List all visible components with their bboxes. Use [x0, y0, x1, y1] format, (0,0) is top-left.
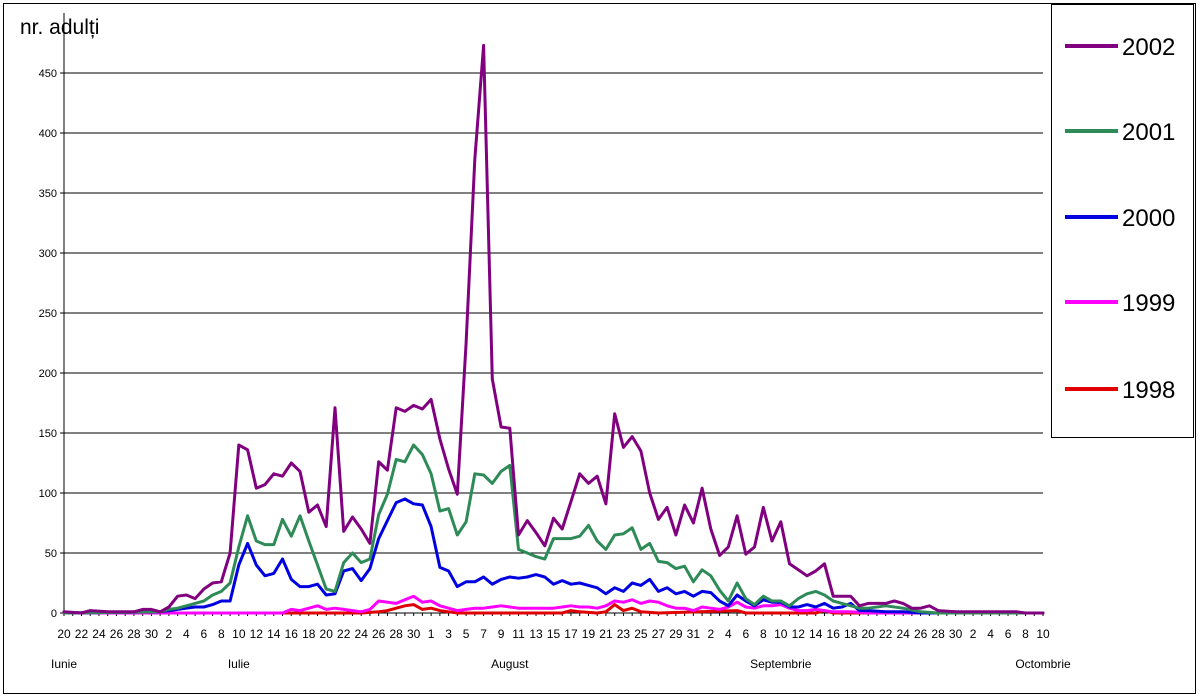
- y-tick-label: 300: [39, 248, 57, 260]
- y-tick-label: 350: [39, 188, 57, 200]
- x-tick-label: 8: [218, 627, 225, 641]
- x-tick-label: 14: [809, 627, 823, 641]
- x-tick-label: 17: [564, 627, 578, 641]
- legend-label-2002: 2002: [1122, 34, 1175, 61]
- legend-box: [1051, 4, 1194, 438]
- y-tick-label: 150: [39, 428, 57, 440]
- x-tick-label: 2: [970, 627, 977, 641]
- y-tick-labels: 0 50 100 150 200 250 300 350 400 450: [39, 68, 57, 620]
- x-tick-label: 27: [652, 627, 666, 641]
- gridlines: [60, 72, 1043, 614]
- x-tick-label: 16: [285, 627, 299, 641]
- x-tick-label: 25: [634, 627, 648, 641]
- x-tick-label: 8: [760, 627, 767, 641]
- x-tick-label: 22: [879, 627, 893, 641]
- y-tick-label: 400: [39, 128, 57, 140]
- x-tick-label: 12: [792, 627, 806, 641]
- x-tick-label: 18: [844, 627, 858, 641]
- x-tick-label: 14: [267, 627, 281, 641]
- x-tick-label: 12: [250, 627, 264, 641]
- x-tick-label: 4: [987, 627, 994, 641]
- month-label: August: [491, 657, 529, 671]
- x-tick-label: 9: [498, 627, 505, 641]
- x-tick-label: 10: [774, 627, 788, 641]
- y-tick-label: 0: [51, 608, 57, 620]
- y-axis-title: nr. adulți: [20, 16, 99, 39]
- month-label: Iulie: [228, 657, 250, 671]
- x-tick-label: 30: [145, 627, 159, 641]
- x-tick-label: 30: [949, 627, 963, 641]
- series-line-1999: [62, 594, 1045, 615]
- y-tick-label: 200: [39, 368, 57, 380]
- x-tick-label: 11: [512, 627, 525, 641]
- x-tick-label: 29: [669, 627, 683, 641]
- x-tick-label: 13: [529, 627, 543, 641]
- x-tick-label: 15: [547, 627, 561, 641]
- x-tick-label: 26: [914, 627, 928, 641]
- x-tick-label: 21: [599, 627, 613, 641]
- x-tick-label: 6: [201, 627, 208, 641]
- x-tick-label: 4: [183, 627, 190, 641]
- x-tick-label: 20: [320, 627, 334, 641]
- legend-label-1999: 1999: [1122, 290, 1175, 317]
- y-tick-label: 100: [39, 488, 57, 500]
- x-tick-label: 26: [110, 627, 124, 641]
- x-tick-label: 6: [1005, 627, 1012, 641]
- series-line-2002: [62, 43, 1045, 615]
- x-tick-label: 28: [931, 627, 945, 641]
- legend-label-2000: 2000: [1122, 205, 1175, 232]
- legend-label-1998: 1998: [1122, 377, 1175, 404]
- x-tick-label: 19: [582, 627, 596, 641]
- x-tick-label: 7: [480, 627, 487, 641]
- month-label: Octombrie: [1015, 657, 1071, 671]
- x-tick-label: 16: [827, 627, 841, 641]
- y-tick-label: 50: [45, 548, 57, 560]
- chart-border: [3, 3, 1196, 694]
- x-tick-label: 3: [445, 627, 452, 641]
- y-tick-label: 250: [39, 308, 57, 320]
- x-tick-label: 24: [355, 627, 369, 641]
- x-tick-label: 1: [428, 627, 435, 641]
- series-lines: [62, 43, 1045, 615]
- x-tick-label: 28: [389, 627, 403, 641]
- month-labels: Iunie Iulie August Septembrie Octombrie: [51, 657, 1071, 671]
- x-tick-label: 8: [1022, 627, 1029, 641]
- y-tick-label: 450: [39, 68, 57, 80]
- x-tick-label: 31: [687, 627, 701, 641]
- x-tick-label: 18: [302, 627, 316, 641]
- x-tick-label: 10: [1036, 627, 1050, 641]
- legend: 2002 2001 2000 1999 1998: [1065, 34, 1175, 404]
- x-tick-label: 10: [232, 627, 246, 641]
- month-label: Iunie: [51, 657, 77, 671]
- x-tick-label: 20: [57, 627, 71, 641]
- x-tick-label: 2: [707, 627, 714, 641]
- x-tick-label: 5: [463, 627, 470, 641]
- x-tick-label: 20: [861, 627, 875, 641]
- x-tick-label: 24: [896, 627, 910, 641]
- x-tick-label: 6: [742, 627, 749, 641]
- legend-label-2001: 2001: [1122, 119, 1175, 146]
- x-tick-label: 2: [166, 627, 173, 641]
- x-tick-label: 4: [725, 627, 732, 641]
- x-tick-label: 22: [337, 627, 351, 641]
- x-tick-label: 28: [127, 627, 141, 641]
- month-label: Septembrie: [750, 657, 812, 671]
- x-tick-label: 30: [407, 627, 421, 641]
- series-line-1998: [62, 603, 1045, 615]
- x-tick-label: 23: [617, 627, 631, 641]
- x-tick-label: 26: [372, 627, 386, 641]
- x-tick-label: 24: [92, 627, 106, 641]
- series-line-2001: [62, 443, 1045, 615]
- x-tick-label: 22: [75, 627, 89, 641]
